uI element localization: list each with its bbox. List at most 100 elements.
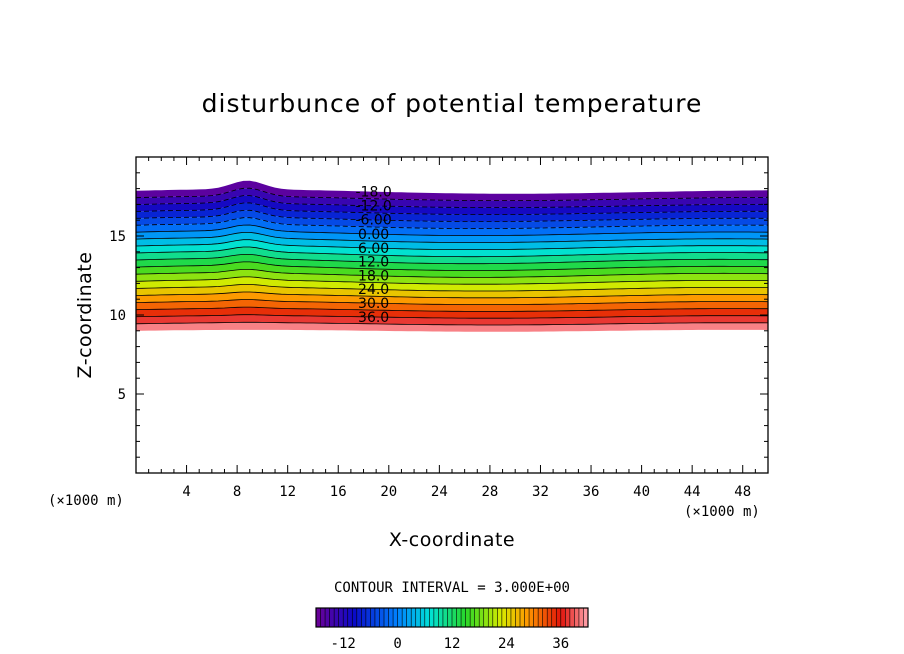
contour-line <box>136 246 768 258</box>
colorbar-segment <box>501 608 507 627</box>
contour-band <box>136 322 768 332</box>
contour-line <box>136 291 768 299</box>
contour-value-label: 6.00 <box>358 241 389 257</box>
contour-line <box>136 232 768 243</box>
x-tick-label: 32 <box>532 484 549 500</box>
contour-value-label: -18.0 <box>356 184 392 200</box>
contour-band <box>136 247 768 264</box>
colorbar: -12 0 12 24 36 <box>315 607 589 652</box>
contour-labels: -18.0-12.0-6.000.006.0012.018.024.030.03… <box>356 184 392 325</box>
contour-band <box>136 210 768 229</box>
colorbar-segment <box>556 608 562 627</box>
contour-line <box>136 187 768 201</box>
x-tick-label: 12 <box>279 484 296 500</box>
x-tick-label: 4 <box>182 484 190 500</box>
colorbar-segment <box>524 608 530 627</box>
contour-line <box>136 217 768 229</box>
contour-value-label: 18.0 <box>358 268 389 284</box>
colorbar-segment <box>520 608 525 627</box>
colorbar-segment <box>325 608 330 627</box>
colorbar-segment <box>506 608 512 627</box>
colorbar-tick-label: 0 <box>393 636 401 652</box>
contour-value-label: 24.0 <box>358 282 389 298</box>
contour-line <box>136 261 768 271</box>
colorbar-segment <box>388 608 394 627</box>
x-tick-label: 20 <box>380 484 397 500</box>
colorbar-segment <box>379 608 385 627</box>
colorbar-segment <box>370 608 376 627</box>
contour-line <box>136 209 768 222</box>
colorbar-segment <box>393 608 398 627</box>
colorbar-segment <box>452 608 457 627</box>
colorbar-segment <box>320 608 326 627</box>
contour-line <box>136 202 768 215</box>
colorbar-segment <box>479 608 485 627</box>
contour-value-label: 30.0 <box>358 296 389 312</box>
colorbar-segment <box>334 608 340 627</box>
contour-band <box>136 188 768 208</box>
contour-line <box>136 269 768 278</box>
colorbar-segment <box>470 608 476 627</box>
x-tick-label: 44 <box>684 484 701 500</box>
colorbar-segment <box>424 608 430 627</box>
contour-line <box>136 239 768 250</box>
colorbar-segment <box>565 608 571 627</box>
x-tick-label: 8 <box>233 484 241 500</box>
colorbar-segment <box>338 608 344 627</box>
contour-interval-label: CONTOUR INTERVAL = 3.000E+00 <box>334 580 570 596</box>
colorbar-segment <box>569 608 575 627</box>
y-axis-title: Z-coordinate <box>74 252 96 379</box>
colorbar-segment <box>492 608 498 627</box>
colorbar-segment <box>560 608 566 627</box>
colorbar-segment <box>542 608 548 627</box>
colorbar-segment <box>343 608 349 627</box>
colorbar-segment <box>365 608 371 627</box>
contour-line <box>136 276 768 285</box>
colorbar-segment <box>316 608 321 627</box>
contour-value-label: -6.00 <box>356 213 392 229</box>
colorbar-segment <box>510 608 516 627</box>
colorbar-segment <box>329 608 335 627</box>
colorbar-segment <box>374 608 380 627</box>
contour-value-label: 0.00 <box>358 227 389 243</box>
x-tick-label: 28 <box>481 484 498 500</box>
colorbar-segment <box>515 608 521 627</box>
contour-line <box>136 299 768 305</box>
colorbar-segment <box>402 608 408 627</box>
x-tick-label: 36 <box>583 484 600 500</box>
contour-line <box>136 195 768 208</box>
colorbar-segment <box>442 608 448 627</box>
colorbar-segment <box>533 608 539 627</box>
y-tick-label: 5 <box>118 387 126 403</box>
contour-band <box>136 195 768 215</box>
colorbar-segment <box>465 608 471 627</box>
colorbar-segment <box>397 608 403 627</box>
colorbar-segment <box>433 608 439 627</box>
contour-value-label: 12.0 <box>358 255 389 271</box>
contour-line <box>136 224 768 236</box>
colorbar-segment <box>447 608 453 627</box>
colorbar-segment <box>461 608 466 627</box>
colorbar-segment <box>474 608 480 627</box>
colorbar-segment <box>529 608 534 627</box>
colorbar-segment <box>347 608 353 627</box>
contour-line <box>136 284 768 292</box>
colorbar-segment <box>411 608 417 627</box>
contour-band <box>136 180 768 201</box>
colorbar-tick-label: 36 <box>552 636 569 652</box>
colorbar-segment <box>483 608 489 627</box>
chart-title: disturbunce of potential temperature <box>202 89 703 118</box>
x-tick-label: 16 <box>330 484 347 500</box>
colorbar-segment <box>420 608 426 627</box>
colorbar-segment <box>551 608 557 627</box>
colorbar-segment <box>488 608 494 627</box>
contour-value-label: -12.0 <box>356 199 392 215</box>
colorbar-tick-label: 12 <box>444 636 461 652</box>
contour-line <box>136 314 768 319</box>
colorbar-segment <box>352 608 358 627</box>
x-tick-label: 48 <box>734 484 751 500</box>
colorbar-segment <box>583 608 589 627</box>
colorbar-segment <box>497 608 503 627</box>
